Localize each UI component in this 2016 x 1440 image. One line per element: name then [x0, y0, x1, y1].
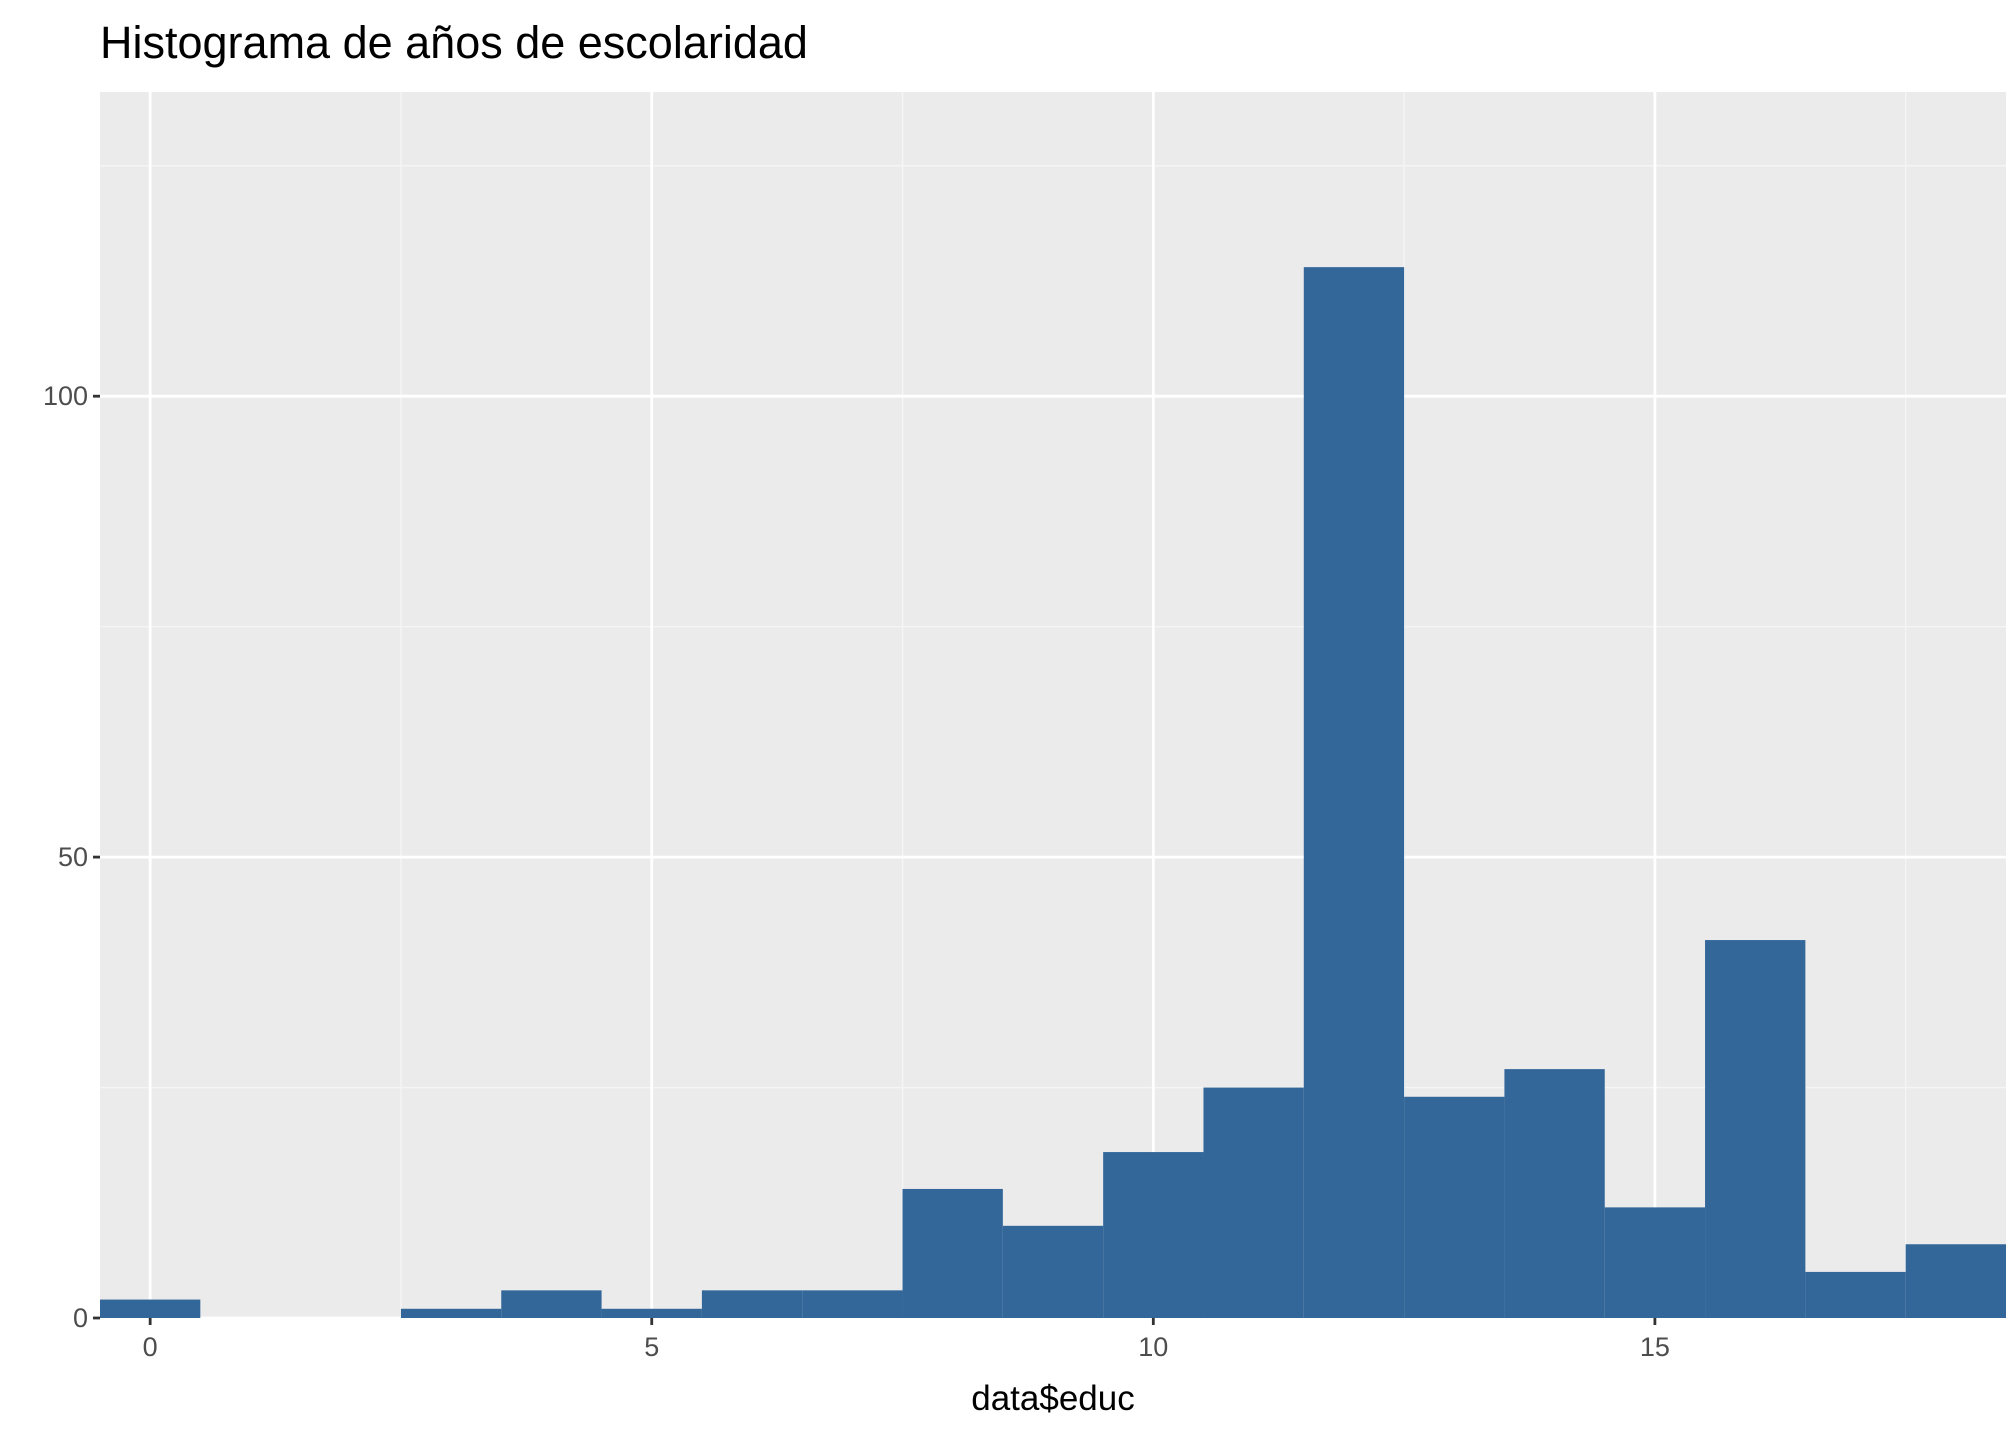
histogram-bar: [1203, 1087, 1304, 1318]
histogram-bar: [501, 1290, 602, 1318]
y-axis: 0 50 100: [43, 381, 100, 1333]
histogram-bar: [1404, 1096, 1505, 1318]
histogram-bar: [1604, 1207, 1706, 1318]
histogram-bar: [902, 1188, 1003, 1318]
histogram-bar: [1705, 940, 1806, 1318]
y-tick-label: 100: [43, 381, 88, 411]
histogram-bar: [601, 1308, 702, 1318]
histogram-bar: [802, 1290, 903, 1318]
x-tick-label: 5: [644, 1332, 659, 1362]
histogram-bar: [1905, 1244, 2006, 1318]
histogram-bar: [1002, 1225, 1104, 1318]
x-tick-label: 15: [1640, 1332, 1670, 1362]
y-tick-label: 50: [58, 842, 88, 872]
x-axis-title: data$educ: [971, 1379, 1134, 1418]
chart-title: Histograma de años de escolaridad: [100, 17, 808, 68]
histogram-bar: [1805, 1271, 1906, 1318]
histogram-bars: [100, 267, 2006, 1319]
histogram-bar: [701, 1290, 803, 1318]
plot-panel: [100, 92, 2006, 1318]
x-axis: 0 5 10 15: [143, 1318, 1670, 1362]
histogram-bar: [100, 1299, 201, 1318]
histogram-bar: [400, 1308, 502, 1318]
histogram-bar: [1303, 267, 1405, 1319]
x-tick-label: 0: [143, 1332, 158, 1362]
y-tick-label: 0: [73, 1303, 88, 1333]
histogram-bar: [1103, 1152, 1204, 1318]
histogram-bar: [1504, 1069, 1605, 1318]
x-tick-label: 10: [1138, 1332, 1168, 1362]
